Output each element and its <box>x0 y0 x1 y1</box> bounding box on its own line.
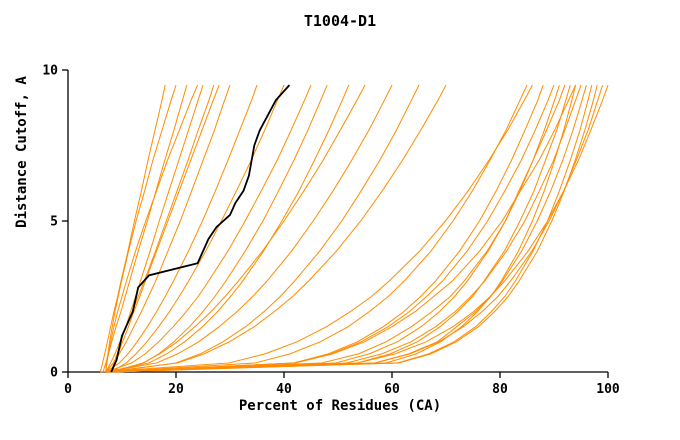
y-tick-label: 10 <box>42 64 58 79</box>
model-curve <box>100 84 533 373</box>
x-tick-label: 40 <box>276 382 292 397</box>
model-curve <box>105 84 215 373</box>
x-tick-label: 60 <box>384 382 400 397</box>
model-curve <box>116 84 577 373</box>
model-curve <box>105 84 350 373</box>
x-tick-label: 20 <box>168 382 184 397</box>
model-curve <box>111 84 593 373</box>
model-curve <box>111 84 420 373</box>
model-curve <box>105 84 231 373</box>
model-curve <box>105 84 258 373</box>
model-curve <box>110 84 220 373</box>
x-tick-label: 0 <box>64 382 72 397</box>
model-curve <box>105 84 447 373</box>
model-curve <box>111 84 582 373</box>
x-axis-label: Percent of Residues (CA) <box>238 398 442 414</box>
model-curve <box>105 84 199 373</box>
model-curve <box>105 84 177 373</box>
x-tick-label: 80 <box>492 382 508 397</box>
model-curve <box>111 84 328 373</box>
model-curve <box>105 84 587 373</box>
model-curve <box>102 84 188 373</box>
x-tick-label: 100 <box>596 382 620 397</box>
model-curve <box>111 84 604 373</box>
y-tick-label: 0 <box>50 366 58 381</box>
model-curve <box>105 84 393 373</box>
model-curve <box>110 84 285 373</box>
model-curve <box>105 84 312 373</box>
model-curve <box>105 84 528 373</box>
y-tick-label: 5 <box>50 215 58 230</box>
highlight-curve <box>110 84 291 373</box>
model-curve <box>105 84 609 373</box>
model-curve <box>105 84 555 373</box>
model-curve <box>111 84 366 373</box>
model-curve <box>105 84 598 373</box>
chart-title: T1004-D1 <box>303 12 377 30</box>
model-curve <box>99 84 166 373</box>
model-curve <box>105 84 577 373</box>
model-curve <box>105 84 566 373</box>
model-curve <box>111 84 560 373</box>
model-curve <box>111 84 544 373</box>
